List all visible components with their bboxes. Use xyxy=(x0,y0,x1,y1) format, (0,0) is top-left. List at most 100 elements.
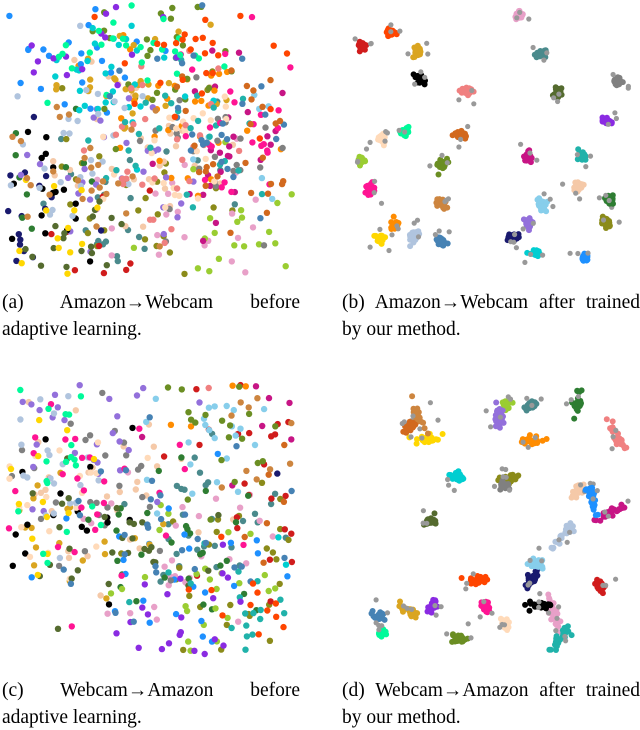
point xyxy=(613,115,619,122)
point xyxy=(78,454,86,461)
point xyxy=(156,125,163,132)
point xyxy=(30,463,37,471)
point xyxy=(28,401,35,408)
point xyxy=(594,488,600,494)
point xyxy=(62,164,70,171)
point xyxy=(503,466,509,473)
point xyxy=(42,436,49,443)
point xyxy=(162,204,169,211)
point xyxy=(224,152,232,160)
point xyxy=(112,609,119,616)
point xyxy=(63,427,71,434)
point xyxy=(288,530,295,537)
point xyxy=(36,416,43,424)
point xyxy=(181,93,189,100)
point xyxy=(74,567,82,574)
point xyxy=(414,610,421,617)
point xyxy=(199,633,206,640)
point xyxy=(547,196,553,202)
point xyxy=(46,451,53,459)
point xyxy=(587,480,593,486)
point xyxy=(198,97,205,105)
point xyxy=(377,226,383,232)
point xyxy=(363,146,370,152)
point xyxy=(446,482,452,488)
point xyxy=(178,454,185,461)
point xyxy=(86,258,94,265)
point xyxy=(236,383,243,390)
point xyxy=(163,148,170,155)
point xyxy=(134,466,142,473)
point xyxy=(186,177,193,185)
point xyxy=(252,383,260,390)
point xyxy=(613,427,619,433)
point xyxy=(456,144,462,150)
point xyxy=(54,625,62,632)
point xyxy=(68,65,76,72)
point xyxy=(182,107,189,115)
point xyxy=(192,35,199,43)
point xyxy=(184,496,191,503)
point xyxy=(617,441,624,447)
point xyxy=(30,495,37,502)
point xyxy=(135,644,142,651)
point xyxy=(274,199,281,207)
point xyxy=(93,223,100,230)
point xyxy=(118,572,125,579)
point xyxy=(266,556,274,563)
point xyxy=(367,244,373,250)
point xyxy=(94,439,102,446)
point xyxy=(244,108,251,116)
point xyxy=(97,117,104,124)
point xyxy=(164,384,172,391)
point xyxy=(202,16,209,23)
point xyxy=(236,580,243,587)
point xyxy=(432,603,438,609)
point xyxy=(135,130,143,138)
point xyxy=(130,41,137,49)
point xyxy=(219,612,226,619)
point xyxy=(16,247,23,255)
point xyxy=(531,578,538,585)
point xyxy=(234,488,242,495)
point xyxy=(101,478,108,485)
point xyxy=(12,152,19,159)
point xyxy=(205,567,212,574)
point xyxy=(258,83,265,90)
point xyxy=(155,251,163,258)
point xyxy=(32,434,39,441)
point xyxy=(128,22,135,29)
point xyxy=(525,582,531,588)
point xyxy=(253,476,260,483)
point xyxy=(248,13,256,21)
point xyxy=(37,396,44,403)
point xyxy=(272,600,279,607)
point xyxy=(94,511,101,518)
point xyxy=(7,465,15,473)
point xyxy=(458,575,465,581)
point xyxy=(55,562,63,570)
point xyxy=(160,230,167,238)
point xyxy=(464,88,471,95)
point xyxy=(156,526,163,534)
point xyxy=(114,257,122,265)
point xyxy=(12,487,19,495)
point xyxy=(527,557,533,563)
point xyxy=(144,611,152,618)
point xyxy=(123,175,130,182)
point xyxy=(156,243,163,250)
point xyxy=(187,46,194,53)
point xyxy=(235,147,243,155)
point xyxy=(160,520,167,528)
point xyxy=(189,131,196,138)
point xyxy=(178,614,185,621)
point xyxy=(435,171,442,178)
point xyxy=(250,609,257,617)
point xyxy=(614,507,621,514)
point xyxy=(282,492,289,500)
point xyxy=(272,240,279,247)
point xyxy=(263,545,270,552)
point xyxy=(274,470,281,477)
point xyxy=(426,438,433,445)
point xyxy=(481,599,487,605)
